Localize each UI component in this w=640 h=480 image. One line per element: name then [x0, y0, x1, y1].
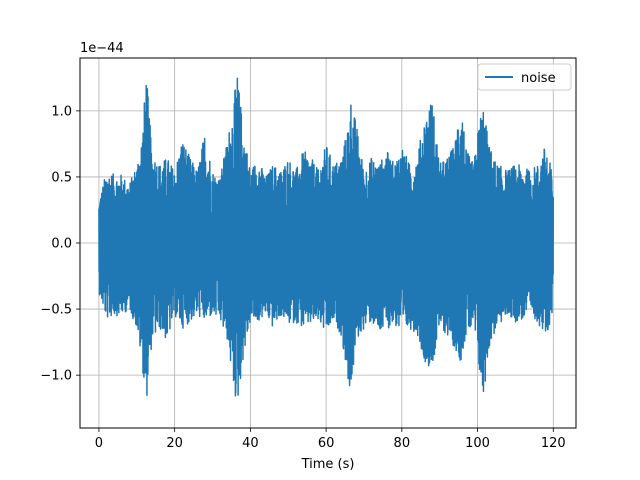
y-tick-label: 0.0: [51, 237, 72, 252]
x-tick-label: 0: [95, 436, 103, 451]
y-scale-offset-label: 1e−44: [80, 41, 124, 56]
series-line-noise: [98, 77, 555, 397]
ticks: 0 20 40 60 80 100 120 −1.0 −0.5 0.0 0.5 1.0: [40, 104, 565, 451]
legend-label-noise: noise: [521, 71, 556, 86]
x-tick-label: 60: [318, 436, 335, 451]
x-tick-label: 120: [541, 436, 566, 451]
x-tick-label: 20: [166, 436, 183, 451]
x-tick-label: 40: [242, 436, 259, 451]
legend-box: [477, 63, 572, 91]
y-tick-label: 0.5: [51, 170, 72, 185]
plot-area: [98, 77, 555, 397]
x-tick-label: 80: [394, 436, 411, 451]
series-layer: [98, 77, 555, 397]
legend: noise: [477, 63, 572, 91]
y-tick-label: −0.5: [40, 303, 72, 318]
x-axis-label: Time (s): [301, 457, 355, 472]
y-tick-label: 1.0: [51, 104, 72, 119]
x-tick-label: 100: [465, 436, 490, 451]
y-tick-label: −1.0: [40, 369, 72, 384]
